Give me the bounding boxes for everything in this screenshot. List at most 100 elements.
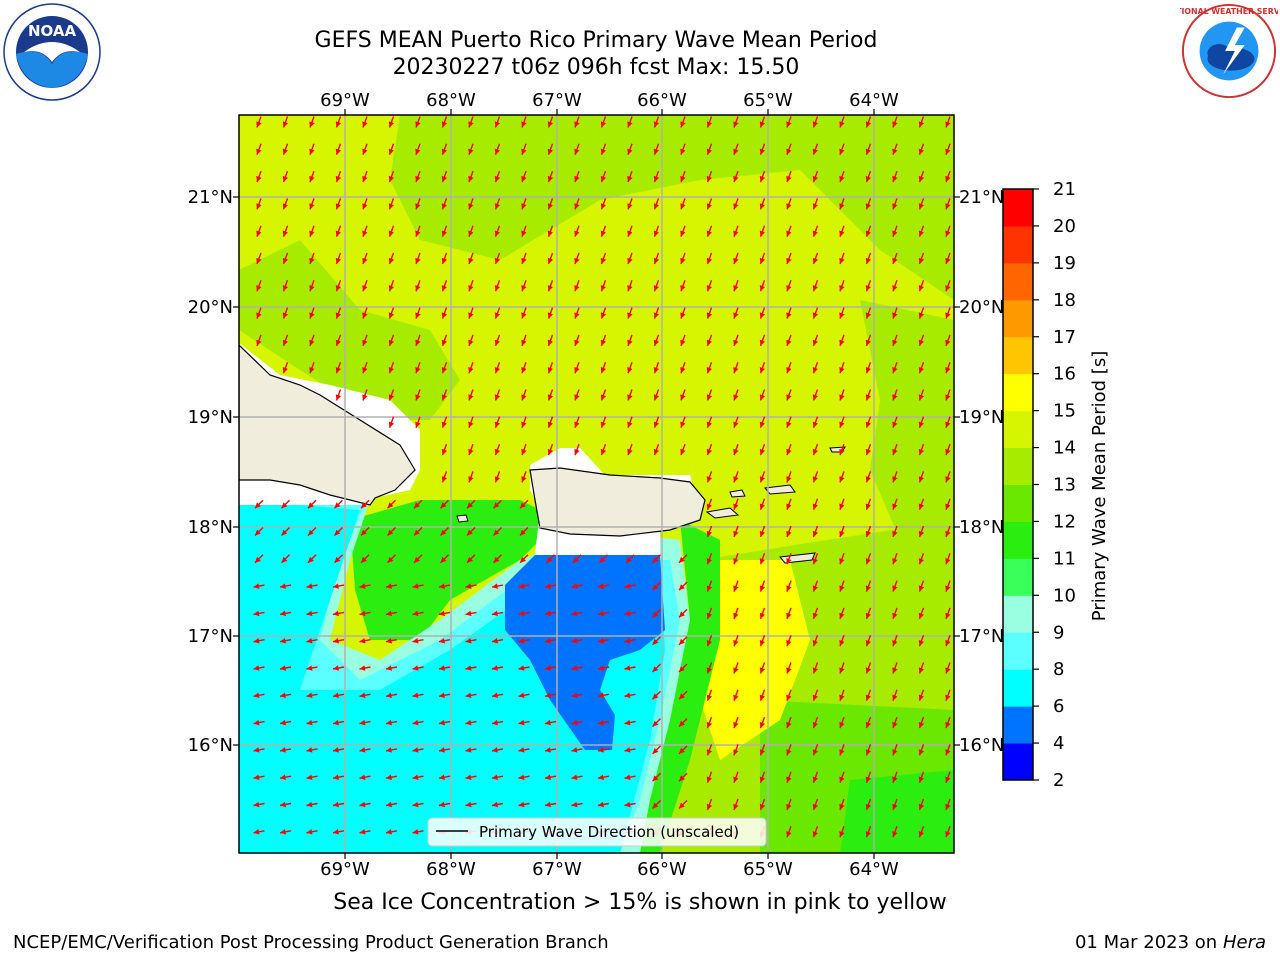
wave-arrow (865, 689, 872, 702)
wave-arrow (706, 225, 713, 237)
colorbar-tick-label: 13 (1053, 475, 1076, 496)
wave-arrow (547, 361, 554, 374)
wave-arrow (892, 170, 898, 183)
wave-arrow (519, 554, 529, 564)
wave-arrow (865, 225, 872, 237)
colorbar-tick-label: 10 (1053, 585, 1076, 606)
wave-arrow (415, 116, 421, 128)
wave-arrow (600, 334, 607, 347)
wave-arrow (415, 280, 421, 292)
wave-arrow (892, 553, 898, 565)
wave-arrow (362, 334, 368, 347)
wave-arrow (253, 637, 265, 644)
wave-arrow (518, 692, 530, 699)
wave-arrow (653, 416, 660, 429)
wave-arrow (759, 662, 766, 674)
wave-arrow (706, 662, 713, 674)
wave-arrow (918, 198, 925, 210)
wave-arrow (468, 416, 474, 429)
colorbar-tick-label: 20 (1053, 216, 1076, 237)
lat-label-right: 19°N (959, 407, 1004, 428)
wave-arrow (412, 774, 424, 780)
lon-label-bottom: 65°W (743, 859, 793, 880)
wave-arrow (388, 198, 395, 210)
wave-arrow (256, 170, 262, 183)
wave-arrow (494, 334, 501, 347)
wave-arrow (812, 389, 819, 401)
wave-arrow (544, 583, 557, 589)
wave-arrow (415, 170, 421, 183)
wave-arrow (786, 170, 792, 183)
colorbar-tick-label: 17 (1053, 327, 1076, 348)
wave-arrow (521, 143, 527, 156)
wave-arrow (892, 689, 898, 702)
wave-arrow (918, 252, 925, 265)
wave-arrow (279, 692, 292, 699)
wave-arrow (521, 225, 527, 237)
wave-arrow (733, 553, 739, 565)
wave-arrow (362, 389, 368, 401)
wave-arrow (597, 583, 610, 589)
wave-arrow (812, 580, 819, 592)
colorbar-tick-label: 18 (1053, 290, 1076, 311)
wave-arrow (254, 554, 264, 564)
wave-arrow (412, 583, 424, 589)
wave-arrow (309, 198, 315, 210)
wave-arrow (892, 116, 898, 128)
wave-arrow (335, 225, 342, 237)
wave-arrow (600, 416, 607, 429)
wave-arrow (812, 143, 819, 156)
wave-arrow (413, 527, 423, 536)
wave-arrow (839, 280, 845, 292)
wave-arrow (892, 826, 898, 838)
nws-logo: NATIONAL WEATHER SERVICE (1180, 3, 1278, 99)
wave-arrow (652, 608, 661, 618)
lon-label-top: 67°W (532, 90, 582, 111)
wave-arrow (362, 170, 368, 183)
wave-arrow (547, 307, 554, 319)
wave-arrow (544, 610, 557, 617)
wave-arrow (706, 634, 713, 647)
wave-arrow (332, 801, 345, 808)
credit-date-text: 01 Mar 2023 on (1074, 932, 1218, 953)
wave-arrow (759, 334, 766, 347)
wave-arrow (547, 225, 554, 237)
wave-arrow (918, 361, 925, 374)
wave-arrow (359, 801, 371, 808)
wave-arrow (279, 665, 292, 671)
wave-arrow (441, 443, 448, 456)
wave-arrow (706, 744, 713, 756)
wave-arrow (256, 116, 262, 128)
credit-system: Hera (1222, 932, 1266, 953)
lon-label-bottom: 68°W (426, 859, 476, 880)
wave-arrow (624, 692, 636, 699)
wave-arrow (574, 334, 580, 347)
wave-arrow (256, 334, 262, 347)
wave-arrow (468, 307, 474, 319)
colorbar-segment (1003, 521, 1033, 559)
wave-arrow (865, 498, 872, 510)
wave-arrow (812, 553, 819, 565)
graticule (239, 115, 954, 853)
wave-arrow (385, 583, 398, 589)
wave-arrow (281, 554, 290, 564)
wave-arrow (335, 143, 342, 156)
wave-arrow (494, 416, 501, 429)
wave-arrow (571, 774, 583, 780)
wave-arrow (839, 826, 845, 838)
wave-arrow (678, 636, 688, 646)
colorbar-segment (1003, 299, 1033, 338)
wave-arrow (678, 772, 688, 782)
wave-arrow (892, 716, 898, 729)
wave-arrow (544, 637, 557, 644)
wave-arrow (362, 280, 368, 292)
lon-label-top: 64°W (849, 90, 899, 111)
wave-arrow (388, 334, 395, 347)
wave-arrow (465, 747, 477, 753)
wave-arrow (307, 499, 317, 509)
wave-arrow (253, 583, 265, 589)
wave-arrow (759, 280, 766, 292)
wave-arrow (359, 829, 371, 835)
wave-arrow (918, 771, 925, 783)
colorbar-tick-label: 4 (1053, 733, 1064, 754)
